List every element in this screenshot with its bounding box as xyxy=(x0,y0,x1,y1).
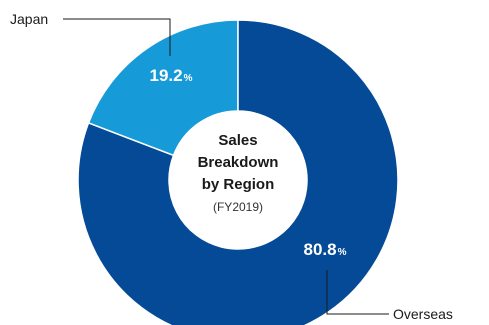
japan-value-number: 19.2 xyxy=(150,66,183,85)
overseas-value-number: 80.8 xyxy=(304,240,337,259)
chart-subtitle: (FY2019) xyxy=(213,200,263,214)
overseas-leader-line xyxy=(326,270,389,315)
overseas-region-label: Overseas xyxy=(393,306,453,322)
japan-leader-line xyxy=(63,18,171,56)
japan-region-label: Japan xyxy=(10,11,48,27)
overseas-value-unit: % xyxy=(338,247,347,258)
chart-title-line-2: Breakdown xyxy=(198,154,279,171)
donut-center-hole xyxy=(169,111,307,249)
japan-value-label: 19.2% xyxy=(150,66,193,85)
chart-title-line-3: by Region xyxy=(202,176,275,193)
chart-title-line-1: Sales xyxy=(218,132,257,149)
japan-value-unit: % xyxy=(184,73,193,84)
overseas-value-label: 80.8% xyxy=(304,240,347,259)
